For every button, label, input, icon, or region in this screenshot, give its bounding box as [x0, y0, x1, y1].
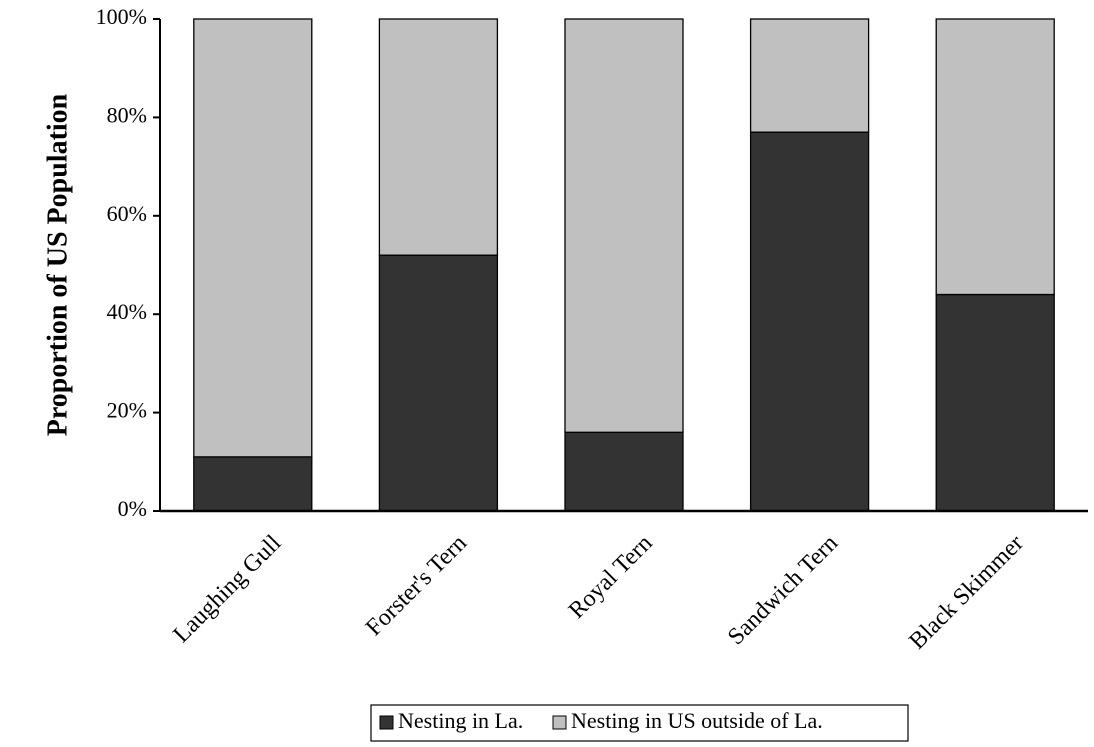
legend-swatch — [379, 715, 394, 730]
category-label: Sandwich Tern — [723, 530, 843, 650]
bar-nesting-outside-la-4 — [935, 18, 1055, 296]
legend-label: Nesting in US outside of La. — [571, 708, 823, 733]
legend-frame — [370, 704, 909, 742]
category-label: Laughing Gull — [169, 530, 287, 648]
bar-nesting-in-la-4 — [935, 293, 1055, 512]
y-tick-label: 40% — [107, 299, 147, 324]
legend-label: Nesting in La. — [398, 708, 523, 733]
bar-nesting-outside-la-3 — [749, 18, 870, 133]
y-ticks-group: 0% 20% 40% 60% 80% 100% — [96, 4, 160, 521]
bar-nesting-outside-la-1 — [378, 18, 499, 256]
axes-group — [159, 19, 1088, 513]
bar-nesting-in-la-0 — [193, 456, 313, 512]
category-label: Forster's Tern — [361, 530, 472, 641]
bar-nesting-outside-la-0 — [193, 18, 313, 458]
category-label: Royal Tern — [564, 530, 658, 624]
legend: Nesting in La. Nesting in US outside of L… — [370, 704, 909, 742]
legend-swatch — [552, 715, 567, 730]
y-tick-label: 60% — [107, 201, 147, 226]
category-labels-group: Laughing Gull Forster's Tern Royal Tern San… — [169, 530, 1029, 655]
bar-nesting-in-la-2 — [564, 431, 684, 512]
bar-nesting-in-la-3 — [749, 131, 870, 512]
y-tick-label: 0% — [118, 496, 147, 521]
y-tick-label: 20% — [107, 398, 147, 423]
bar-nesting-in-la-1 — [378, 254, 499, 512]
bars-group — [193, 18, 1055, 512]
y-tick-label: 80% — [107, 102, 147, 127]
category-label: Black Skimmer — [904, 530, 1028, 654]
y-axis-label: Proportion of US Population — [42, 93, 73, 436]
bar-nesting-outside-la-2 — [564, 18, 684, 433]
y-tick-label: 100% — [96, 4, 147, 29]
